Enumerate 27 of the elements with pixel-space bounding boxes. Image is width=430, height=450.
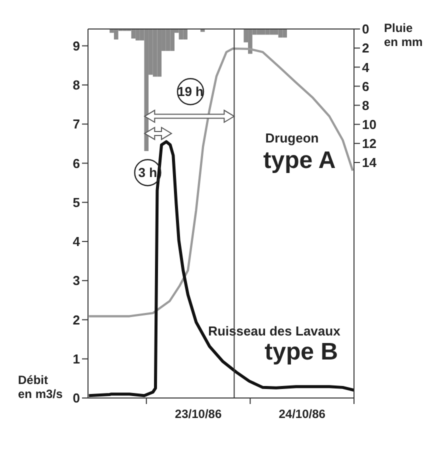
- y2-tick-label: 6: [362, 78, 370, 94]
- annotation: type A: [263, 146, 336, 174]
- y-tick-label: 7: [72, 116, 80, 132]
- x-tick-label: 23/10/86: [174, 407, 222, 421]
- y2-tick-label: 14: [362, 155, 378, 170]
- y2-tick-label: 12: [362, 136, 376, 152]
- y-tick-label: 8: [72, 78, 80, 93]
- y-tick-label: 3: [72, 273, 80, 288]
- y-tick-label: 2: [72, 312, 80, 328]
- annotation: 3 h: [138, 165, 158, 180]
- annotation: Drugeon: [265, 130, 319, 146]
- y2-tick-label: 2: [362, 40, 370, 56]
- y-tick-label: 6: [72, 156, 80, 171]
- y-tick-label: 9: [72, 38, 80, 54]
- y2-axis-title: Pluie en mm: [384, 21, 423, 49]
- annotation: 19 h: [178, 84, 204, 100]
- y2-tick-label: 0: [362, 22, 370, 37]
- y2-tick-label: 10: [362, 116, 376, 132]
- y-tick-label: 5: [72, 194, 80, 210]
- annotation: type B: [264, 338, 338, 366]
- y-axis-title: Débit en m3/s: [18, 373, 64, 401]
- y-tick-label: 4: [72, 234, 81, 250]
- y2-tick-label: 8: [362, 98, 370, 113]
- y-tick-label: 0: [72, 390, 80, 406]
- y2-tick-label: 4: [362, 60, 370, 75]
- x-tick-label: 24/10/86: [278, 407, 326, 421]
- y-tick-label: 1: [72, 351, 80, 366]
